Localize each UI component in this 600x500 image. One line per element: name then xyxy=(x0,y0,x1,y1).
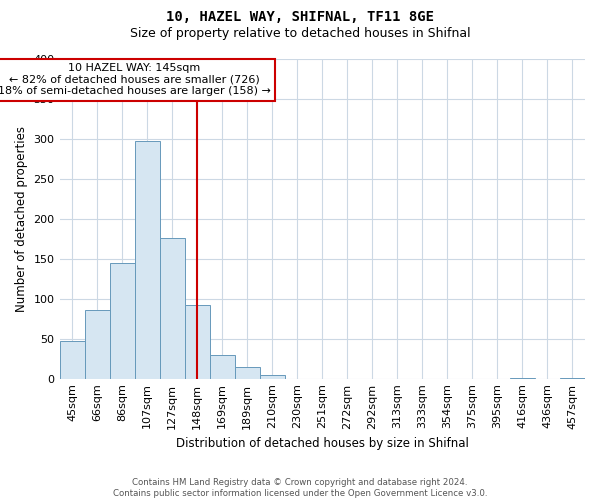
Text: Size of property relative to detached houses in Shifnal: Size of property relative to detached ho… xyxy=(130,28,470,40)
Y-axis label: Number of detached properties: Number of detached properties xyxy=(15,126,28,312)
Bar xyxy=(160,238,185,378)
Bar xyxy=(260,376,285,378)
Text: 10, HAZEL WAY, SHIFNAL, TF11 8GE: 10, HAZEL WAY, SHIFNAL, TF11 8GE xyxy=(166,10,434,24)
Bar xyxy=(110,263,134,378)
Bar xyxy=(85,310,110,378)
Bar xyxy=(185,305,209,378)
Bar xyxy=(59,341,85,378)
Text: Contains HM Land Registry data © Crown copyright and database right 2024.
Contai: Contains HM Land Registry data © Crown c… xyxy=(113,478,487,498)
Bar xyxy=(209,354,235,378)
Bar xyxy=(235,368,260,378)
Bar xyxy=(134,142,160,378)
Text: 10 HAZEL WAY: 145sqm
← 82% of detached houses are smaller (726)
18% of semi-deta: 10 HAZEL WAY: 145sqm ← 82% of detached h… xyxy=(0,63,271,96)
X-axis label: Distribution of detached houses by size in Shifnal: Distribution of detached houses by size … xyxy=(176,437,469,450)
